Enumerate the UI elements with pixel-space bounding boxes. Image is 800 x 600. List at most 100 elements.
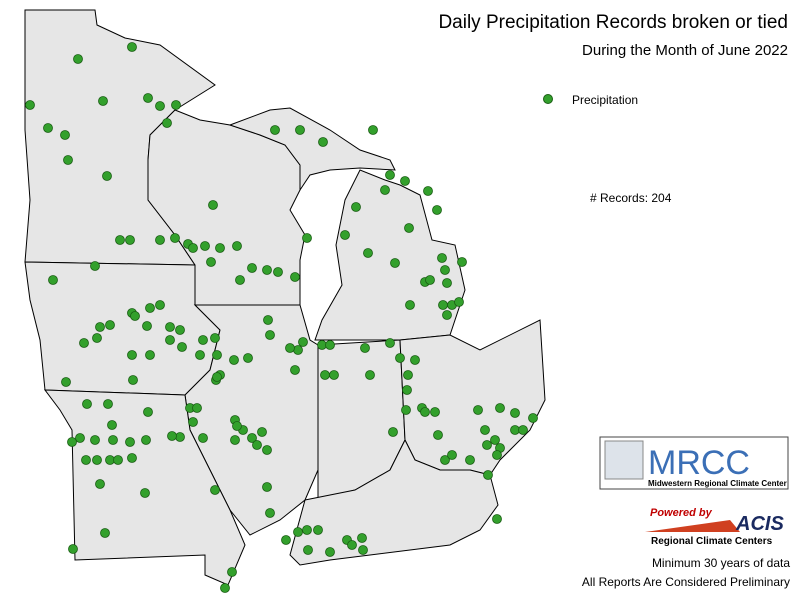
record-dot — [347, 540, 357, 550]
record-dot — [155, 235, 165, 245]
record-dot — [495, 403, 505, 413]
record-dot — [293, 345, 303, 355]
record-dot — [140, 488, 150, 498]
record-dot — [285, 343, 295, 353]
record-dot — [175, 432, 185, 442]
title: Daily Precipitation Records broken or ti… — [438, 12, 788, 33]
record-dot — [198, 433, 208, 443]
record-dot — [510, 408, 520, 418]
record-dot — [105, 320, 115, 330]
record-dot — [295, 125, 305, 135]
record-dot — [232, 421, 242, 431]
record-dot — [113, 455, 123, 465]
record-dot — [171, 100, 181, 110]
record-dot — [318, 137, 328, 147]
record-dot — [457, 257, 467, 267]
record-dots — [25, 42, 538, 593]
record-dot — [48, 275, 58, 285]
record-dot — [360, 343, 370, 353]
record-dot — [265, 330, 275, 340]
record-dot — [465, 455, 475, 465]
record-dot — [143, 93, 153, 103]
record-dot — [437, 253, 447, 263]
footnote: Minimum 30 years of data — [652, 556, 790, 570]
record-dot — [262, 265, 272, 275]
record-dot — [43, 123, 53, 133]
record-dot — [155, 300, 165, 310]
record-dot — [108, 435, 118, 445]
record-dot — [127, 350, 137, 360]
record-dot — [81, 455, 91, 465]
record-dot — [405, 300, 415, 310]
record-dot — [247, 433, 257, 443]
record-dot — [206, 257, 216, 267]
record-dot — [170, 233, 180, 243]
rcc-name: Regional Climate Centers — [651, 536, 773, 547]
record-dot — [365, 370, 375, 380]
record-dot — [351, 202, 361, 212]
record-dot — [290, 272, 300, 282]
record-dot — [302, 525, 312, 535]
record-dot — [303, 545, 313, 555]
record-dot — [125, 235, 135, 245]
record-dot — [290, 365, 300, 375]
record-dot — [252, 440, 262, 450]
footnote: All Reports Are Considered Preliminary — [582, 575, 790, 589]
record-dot — [293, 527, 303, 537]
record-dot — [82, 399, 92, 409]
record-dot — [100, 528, 110, 538]
record-dot — [262, 482, 272, 492]
logo-full-name: Midwestern Regional Climate Center — [648, 479, 787, 488]
record-dot — [60, 130, 70, 140]
record-dot — [145, 350, 155, 360]
record-dot — [125, 437, 135, 447]
record-dot — [329, 370, 339, 380]
record-dot — [90, 261, 100, 271]
record-dot — [432, 205, 442, 215]
record-dot — [107, 420, 117, 430]
record-dot — [98, 96, 108, 106]
record-dot — [363, 248, 373, 258]
record-dot — [404, 223, 414, 233]
record-dot — [447, 450, 457, 460]
record-dot — [410, 355, 420, 365]
record-dot — [167, 431, 177, 441]
record-dot — [528, 413, 538, 423]
record-dot — [102, 171, 112, 181]
record-dot — [247, 263, 257, 273]
record-dot — [210, 333, 220, 343]
acis-name: ACIS — [735, 513, 784, 535]
record-dot — [127, 453, 137, 463]
record-dot — [270, 125, 280, 135]
record-dot — [162, 118, 172, 128]
record-dot — [220, 583, 230, 593]
record-dot — [518, 425, 528, 435]
record-dot — [298, 337, 308, 347]
illinois — [184, 304, 319, 536]
record-dot — [281, 535, 291, 545]
record-dot — [95, 322, 105, 332]
record-dot — [433, 430, 443, 440]
subtitle: During the Month of June 2022 — [582, 42, 788, 59]
record-dot — [165, 322, 175, 332]
ohio — [399, 319, 546, 476]
record-dot — [490, 435, 500, 445]
acis-logo: Powered by ACIS Regional Climate Centers — [645, 507, 784, 547]
record-dot — [482, 440, 492, 450]
wisconsin — [147, 109, 306, 306]
record-dot — [423, 186, 433, 196]
record-dot — [143, 407, 153, 417]
record-dot — [195, 350, 205, 360]
record-dot — [73, 54, 83, 64]
record-dot — [358, 545, 368, 555]
record-dot — [177, 342, 187, 352]
record-dot — [263, 315, 273, 325]
record-dot — [325, 547, 335, 557]
record-dot — [208, 200, 218, 210]
record-dot — [215, 243, 225, 253]
record-dot — [243, 353, 253, 363]
record-dot — [454, 297, 464, 307]
record-dot — [230, 435, 240, 445]
record-dot — [229, 355, 239, 365]
